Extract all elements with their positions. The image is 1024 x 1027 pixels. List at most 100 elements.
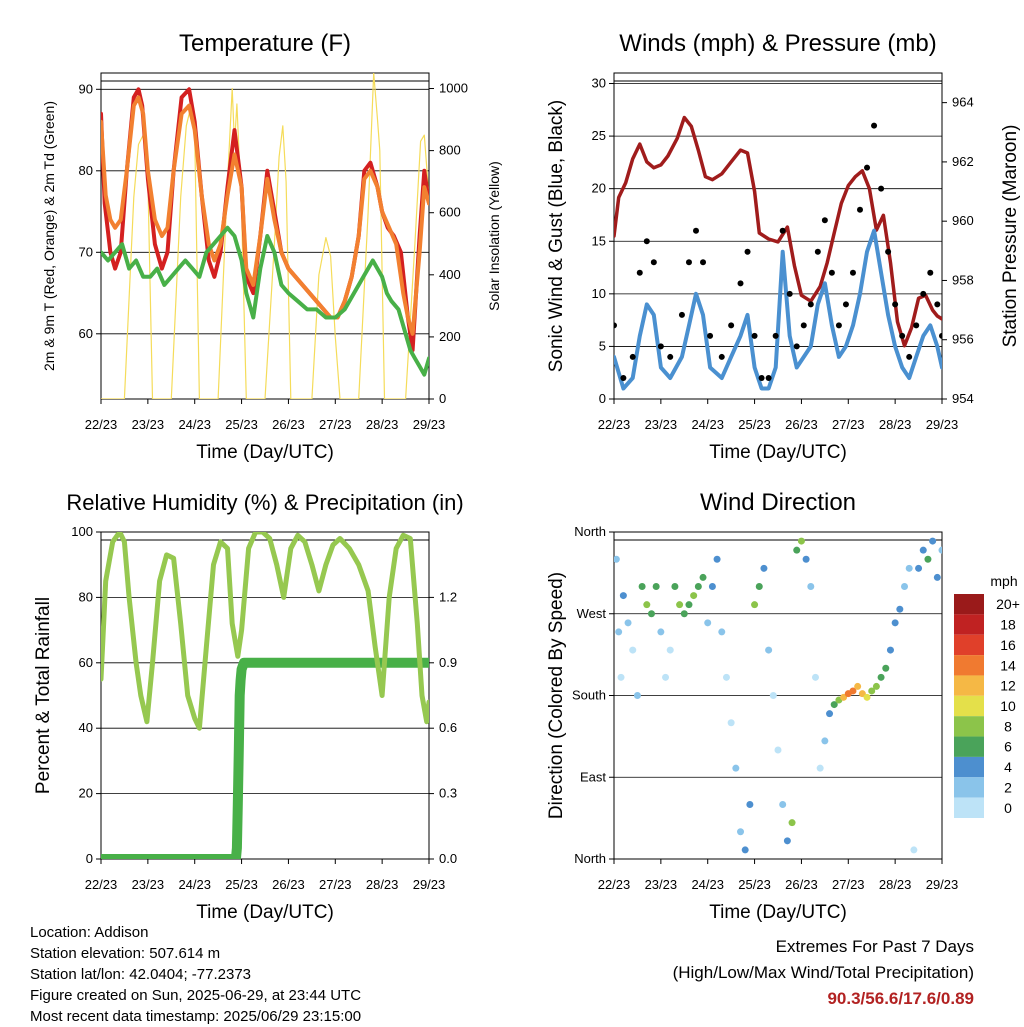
direction-point bbox=[617, 673, 625, 681]
y2-axis-label: Solar Insolation (Yellow) bbox=[486, 161, 502, 311]
direction-point bbox=[821, 737, 829, 745]
gust-point bbox=[657, 343, 664, 350]
colorbar-swatch bbox=[954, 614, 984, 635]
extremes-values: 90.3/56.6/17.6/0.89 bbox=[827, 989, 974, 1008]
direction-point bbox=[713, 555, 721, 563]
direction-point bbox=[901, 583, 909, 590]
chart-panel-3: Relative Humidity (%) & Precipitation (i… bbox=[33, 490, 464, 923]
y-tick-label: 15 bbox=[592, 233, 606, 248]
series-station-pressure bbox=[614, 115, 942, 348]
y2-tick-label: 960 bbox=[952, 213, 974, 228]
direction-point bbox=[765, 646, 773, 654]
colorbar-swatch bbox=[954, 655, 984, 676]
gust-point bbox=[800, 322, 807, 329]
gust-point bbox=[885, 248, 892, 255]
direction-point bbox=[816, 764, 824, 772]
colorbar-swatch bbox=[954, 675, 984, 696]
chart-title: Temperature (F) bbox=[179, 30, 351, 57]
y-tick-label: 60 bbox=[79, 655, 93, 670]
y2-tick-label: 200 bbox=[439, 329, 461, 344]
x-tick-label: 24/23 bbox=[691, 877, 724, 892]
y-axis-label: Direction (Colored By Speed) bbox=[546, 572, 567, 819]
direction-point bbox=[671, 583, 679, 590]
chart-panel-4: Wind Direction North East South West North 22/… bbox=[546, 489, 1020, 923]
colorbar-swatch bbox=[954, 756, 984, 778]
direction-point bbox=[690, 592, 698, 600]
colorbar-label: 0 bbox=[1004, 800, 1012, 816]
x-tick-label: 24/23 bbox=[178, 417, 211, 432]
direction-point bbox=[886, 646, 894, 654]
figure-created: Figure created on Sun, 2025-06-29, at 23… bbox=[30, 987, 362, 1004]
direction-point bbox=[732, 764, 740, 772]
x-tick-label: 25/23 bbox=[225, 417, 258, 432]
y2-tick-label: 962 bbox=[952, 154, 974, 169]
extremes-subtitle: (High/Low/Max Wind/Total Precipitation) bbox=[672, 963, 974, 982]
direction-point bbox=[811, 673, 819, 681]
y-tick-label: North bbox=[574, 524, 606, 539]
series-9m-t bbox=[101, 95, 429, 336]
gust-point bbox=[864, 164, 871, 171]
direction-point bbox=[652, 583, 660, 590]
direction-point bbox=[662, 673, 670, 681]
y2-tick-label: 956 bbox=[952, 332, 974, 347]
gust-point bbox=[751, 332, 758, 339]
direction-point bbox=[769, 692, 777, 699]
gust-point bbox=[772, 332, 779, 339]
x-tick-label: 28/23 bbox=[366, 417, 399, 432]
plot-frame bbox=[100, 72, 430, 400]
gust-point bbox=[878, 185, 885, 192]
x-tick-label: 26/23 bbox=[272, 417, 305, 432]
series-total-precipitation bbox=[101, 657, 429, 859]
y-tick-label: North bbox=[574, 851, 606, 866]
station-elevation: Station elevation: 507.614 m bbox=[30, 945, 221, 962]
colorbar-label: 12 bbox=[1000, 678, 1016, 694]
gust-point bbox=[718, 353, 725, 360]
direction-point bbox=[872, 682, 880, 690]
y2-tick-label: 800 bbox=[439, 143, 461, 158]
y2-tick-label: 400 bbox=[439, 267, 461, 282]
gust-point bbox=[728, 322, 735, 329]
direction-point bbox=[676, 601, 684, 609]
x-tick-label: 23/23 bbox=[132, 417, 165, 432]
direction-point bbox=[896, 605, 904, 613]
y2-tick-label: 958 bbox=[952, 272, 974, 287]
y-axis-label: Sonic Wind & Gust (Blue, Black) bbox=[546, 100, 567, 372]
gust-point bbox=[835, 322, 842, 329]
colorbar-label: 20+ bbox=[996, 596, 1020, 612]
direction-point bbox=[826, 710, 834, 718]
direction-point bbox=[643, 601, 651, 609]
y2-tick-label: 0.0 bbox=[439, 851, 457, 866]
direction-point bbox=[760, 564, 768, 572]
y2-tick-label: 0.6 bbox=[439, 720, 457, 735]
y-tick-label: 100 bbox=[71, 524, 93, 539]
gust-point bbox=[906, 353, 913, 360]
y2-tick-label: 600 bbox=[439, 205, 461, 220]
gust-point bbox=[744, 248, 751, 255]
direction-point bbox=[699, 573, 707, 581]
direction-point bbox=[882, 664, 890, 672]
direction-point bbox=[737, 828, 745, 836]
direction-point bbox=[877, 673, 885, 681]
colorbar-label: 16 bbox=[1000, 637, 1016, 653]
direction-point bbox=[854, 682, 862, 690]
gust-point bbox=[765, 374, 772, 381]
x-tick-label: 22/23 bbox=[598, 877, 631, 892]
direction-point bbox=[708, 583, 716, 590]
gust-point bbox=[892, 301, 899, 308]
direction-point bbox=[741, 846, 749, 854]
x-tick-label: 29/23 bbox=[413, 417, 446, 432]
y2-tick-label: 0 bbox=[439, 391, 446, 406]
y-tick-label: South bbox=[572, 688, 606, 703]
y-axis-label: Percent & Total Rainfall bbox=[33, 597, 54, 794]
y-tick-label: 0 bbox=[86, 851, 93, 866]
colorbar-swatch bbox=[954, 736, 984, 757]
x-tick-label: 22/23 bbox=[598, 417, 631, 432]
chart-title: Wind Direction bbox=[700, 489, 856, 516]
y-tick-label: 70 bbox=[79, 244, 93, 259]
series-group bbox=[614, 537, 942, 854]
direction-point bbox=[629, 646, 637, 654]
direction-point bbox=[619, 592, 627, 600]
y-tick-label: 5 bbox=[599, 338, 606, 353]
colorbar-label: 14 bbox=[1000, 657, 1016, 673]
y-tick-label: 60 bbox=[79, 326, 93, 341]
